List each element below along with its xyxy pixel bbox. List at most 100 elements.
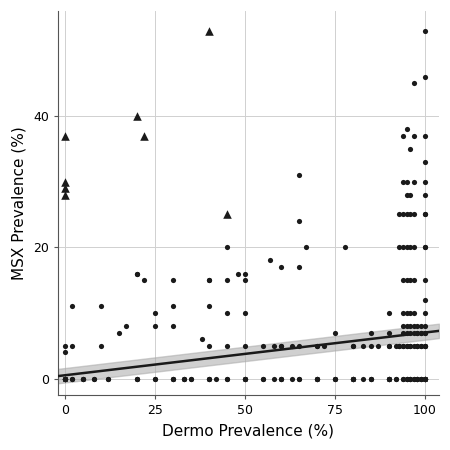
- Point: [406, 309, 414, 316]
- Point: [399, 323, 406, 330]
- Point: [406, 323, 414, 330]
- Point: [421, 375, 428, 382]
- Point: [62, 375, 69, 382]
- Point: [349, 342, 356, 349]
- Point: [80, 375, 87, 382]
- Point: [80, 375, 87, 382]
- Point: [169, 375, 176, 382]
- Point: [414, 342, 421, 349]
- Point: [421, 158, 428, 166]
- Point: [399, 342, 406, 349]
- Point: [410, 178, 417, 185]
- Point: [396, 342, 403, 349]
- Point: [406, 211, 414, 218]
- Point: [241, 375, 248, 382]
- Point: [385, 375, 392, 382]
- Point: [403, 375, 410, 382]
- Point: [392, 375, 399, 382]
- Point: [421, 73, 428, 80]
- Point: [399, 309, 406, 316]
- Point: [288, 342, 295, 349]
- Point: [270, 342, 277, 349]
- Point: [385, 342, 392, 349]
- Point: [367, 375, 374, 382]
- Point: [385, 375, 392, 382]
- Point: [403, 309, 410, 316]
- Point: [421, 329, 428, 336]
- Point: [259, 342, 266, 349]
- Point: [295, 217, 302, 225]
- Point: [410, 211, 417, 218]
- Point: [421, 296, 428, 303]
- Point: [421, 342, 428, 349]
- Point: [90, 375, 98, 382]
- Point: [367, 375, 374, 382]
- Point: [241, 309, 248, 316]
- Point: [414, 329, 421, 336]
- Point: [414, 342, 421, 349]
- Point: [399, 375, 406, 382]
- X-axis label: Dermo Prevalence (%): Dermo Prevalence (%): [162, 424, 334, 439]
- Point: [417, 329, 424, 336]
- Point: [385, 329, 392, 336]
- Point: [406, 145, 414, 153]
- Point: [421, 309, 428, 316]
- Point: [421, 132, 428, 140]
- Point: [421, 191, 428, 198]
- Point: [410, 342, 417, 349]
- Point: [241, 276, 248, 284]
- Point: [295, 375, 302, 382]
- Point: [421, 244, 428, 251]
- Point: [417, 375, 424, 382]
- Point: [223, 342, 230, 349]
- Point: [62, 349, 69, 356]
- Point: [421, 375, 428, 382]
- Point: [410, 375, 417, 382]
- Point: [288, 375, 295, 382]
- Point: [331, 375, 338, 382]
- Point: [421, 375, 428, 382]
- Point: [277, 342, 284, 349]
- Point: [403, 323, 410, 330]
- Point: [392, 342, 399, 349]
- Point: [403, 244, 410, 251]
- Point: [417, 375, 424, 382]
- Point: [313, 342, 320, 349]
- Point: [403, 329, 410, 336]
- Point: [180, 375, 187, 382]
- Point: [98, 303, 105, 310]
- Point: [198, 336, 205, 343]
- Point: [403, 342, 410, 349]
- Point: [295, 263, 302, 270]
- Point: [417, 329, 424, 336]
- Point: [205, 276, 212, 284]
- Point: [367, 342, 374, 349]
- Point: [385, 342, 392, 349]
- Point: [69, 375, 76, 382]
- Point: [406, 276, 414, 284]
- Point: [205, 276, 212, 284]
- Point: [277, 342, 284, 349]
- Point: [295, 171, 302, 179]
- Point: [62, 375, 69, 382]
- Point: [205, 375, 212, 382]
- Point: [169, 375, 176, 382]
- Point: [62, 132, 69, 140]
- Point: [151, 323, 158, 330]
- Point: [313, 375, 320, 382]
- Point: [421, 375, 428, 382]
- Point: [421, 276, 428, 284]
- Point: [403, 375, 410, 382]
- Point: [133, 270, 140, 277]
- Point: [241, 375, 248, 382]
- Point: [406, 329, 414, 336]
- Point: [399, 211, 406, 218]
- Point: [140, 132, 148, 140]
- Point: [212, 375, 220, 382]
- Point: [399, 244, 406, 251]
- Point: [277, 375, 284, 382]
- Point: [410, 132, 417, 140]
- Point: [414, 323, 421, 330]
- Point: [187, 375, 194, 382]
- Point: [417, 323, 424, 330]
